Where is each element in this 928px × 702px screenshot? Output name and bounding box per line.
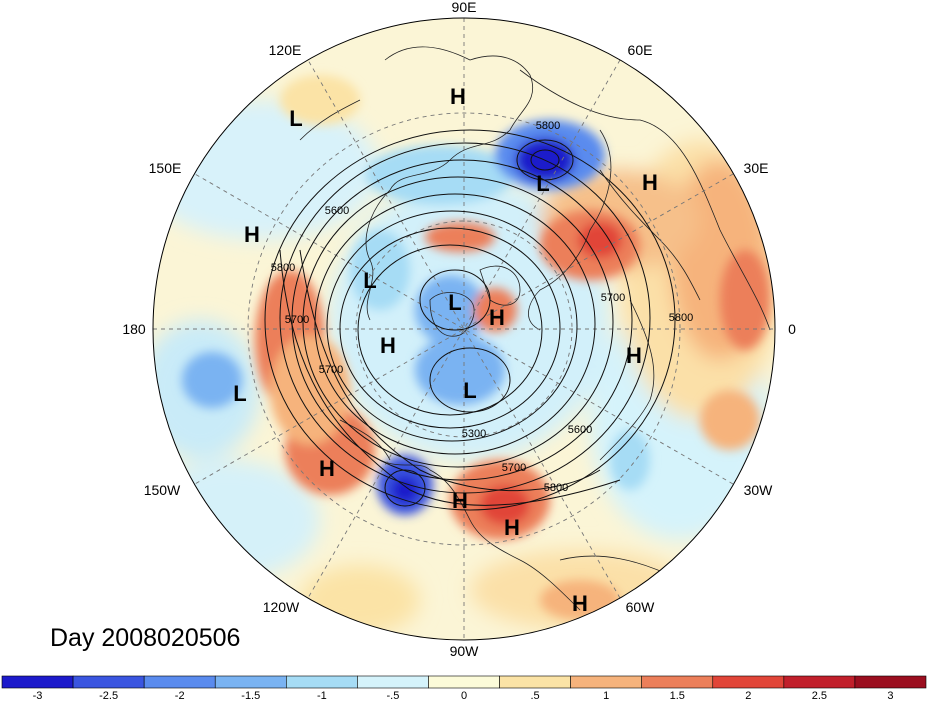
colorbar-tick-0: -3	[33, 690, 43, 702]
colorbar-tick-12: 3	[887, 690, 893, 702]
colorbar-swatch-12	[854, 675, 927, 689]
lon-label-120w: 120W	[263, 599, 300, 615]
longitude-labels: 90E 60E 30E 0 30W 60W 90W 120W 150W 180 …	[122, 0, 796, 659]
low-center-12: L	[463, 378, 476, 403]
contour-label-9: 5800	[669, 312, 693, 324]
colorbar-swatch-8	[570, 675, 642, 689]
colorbar-swatch-2	[143, 675, 216, 689]
high-center-15: H	[452, 488, 468, 513]
lon-label-30w: 30W	[744, 482, 774, 498]
low-center-1: L	[289, 106, 302, 131]
contour-labels: 5800 5600 5800 5700 5700 5300 5600 5700 5800 5800…	[271, 120, 693, 494]
contour-label-6: 5600	[568, 424, 592, 436]
colorbar-swatch-9	[641, 675, 714, 689]
lon-label-90w: 90W	[450, 643, 480, 659]
high-center-7: H	[319, 456, 335, 481]
contour-label-1: 5600	[325, 205, 349, 217]
contour-label-2: 5800	[271, 262, 295, 274]
lon-label-0: 0	[788, 321, 796, 337]
contour-label-7: 5700	[502, 462, 526, 474]
colorbar-tick-11: 2.5	[812, 690, 827, 702]
lon-label-150e: 150E	[149, 160, 182, 176]
lon-label-90e: 90E	[452, 0, 477, 15]
contour-label-11: 5700	[601, 292, 625, 304]
figure-title: Day 2008020506	[50, 624, 240, 652]
low-center-9: L	[448, 290, 461, 315]
colorbar-swatch-0	[1, 675, 74, 689]
lon-label-30e: 30E	[744, 160, 769, 176]
contour-label-3: 5700	[285, 314, 309, 326]
colorbar-tick-5: -.5	[387, 690, 400, 702]
high-center-0: H	[450, 84, 466, 109]
colorbar-tick-9: 1.5	[670, 690, 685, 702]
low-center-4: L	[536, 171, 549, 196]
high-center-3: H	[244, 222, 260, 247]
low-center-8: L	[363, 268, 376, 293]
colorbar-swatch-4	[286, 675, 358, 689]
colorbar-tick-7: .5	[530, 690, 539, 702]
high-center-5: H	[380, 333, 396, 358]
map-boundary	[152, 17, 776, 641]
lon-label-180: 180	[122, 321, 146, 337]
colorbar-swatch-3	[214, 675, 287, 689]
contour-label-8: 5800	[544, 482, 568, 494]
colorbar-swatch-1	[72, 675, 145, 689]
lon-label-60w: 60W	[626, 599, 656, 615]
colorbar-tick-2: -2	[175, 690, 185, 702]
lon-label-60e: 60E	[628, 42, 653, 58]
colorbar-tick-4: -1	[317, 690, 327, 702]
colorbar-tick-3: -1.5	[241, 690, 260, 702]
colorbar-swatch-7	[499, 675, 571, 689]
colorbar-tick-8: 1	[603, 690, 609, 702]
high-center-11: H	[626, 343, 642, 368]
graticule	[153, 18, 775, 640]
colorbar-swatch-11	[783, 675, 856, 689]
colorbar-tick-6: 0	[461, 690, 467, 702]
high-center-13: H	[504, 515, 520, 540]
pressure-centers: H L H H L H L H L L H H L H H H	[233, 84, 658, 616]
low-center-6: L	[233, 381, 246, 406]
colorbar-tick-1: -2.5	[99, 690, 118, 702]
anomaly-field	[153, 18, 775, 640]
height-contours	[264, 129, 676, 511]
colorbar-swatch-10	[712, 675, 785, 689]
high-center-2: H	[642, 170, 658, 195]
contour-label-0: 5800	[536, 120, 560, 132]
high-center-14: H	[572, 591, 588, 616]
lon-label-150w: 150W	[144, 482, 181, 498]
colorbar: -3 -2.5 -2 -1.5 -1 -.5 0 .5 1 1.5 2 2.5 3	[1, 675, 927, 702]
colorbar-swatch-5	[357, 675, 429, 689]
high-center-10: H	[489, 305, 505, 330]
lon-label-120e: 120E	[269, 42, 302, 58]
contour-label-4: 5700	[319, 364, 343, 376]
coastlines	[299, 46, 771, 611]
colorbar-tick-10: 2	[745, 690, 751, 702]
contour-label-5: 5300	[462, 428, 486, 440]
colorbar-swatch-6	[428, 675, 500, 689]
